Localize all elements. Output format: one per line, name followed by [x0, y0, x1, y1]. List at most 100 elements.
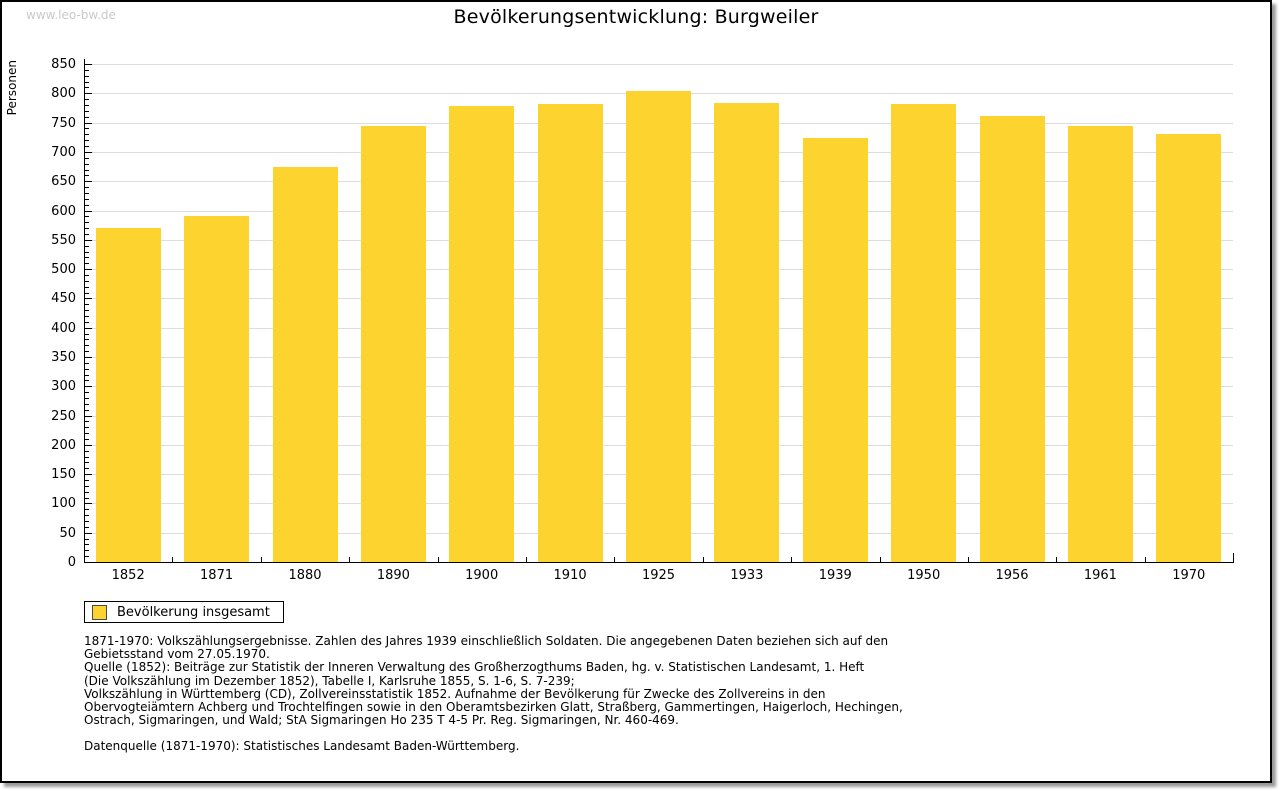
y-tick: [85, 356, 92, 358]
x-tick-label: 1890: [376, 568, 410, 583]
x-tick-label: 1910: [553, 568, 587, 583]
y-tick: [85, 468, 89, 470]
y-tick: [85, 444, 92, 446]
y-tick: [85, 321, 89, 323]
bar: [272, 166, 338, 562]
legend: Bevölkerung insgesamt: [84, 601, 284, 623]
y-tick: [85, 351, 89, 353]
footnote-line: (Die Volkszählung im Dezember 1852), Tab…: [84, 673, 575, 688]
y-tick: [85, 263, 89, 265]
y-tick: [85, 333, 89, 335]
footnotes: 1871-1970: Volkszählungsergebnisse. Zahl…: [84, 634, 903, 754]
y-tick: [85, 269, 92, 271]
y-tick: [85, 99, 89, 101]
datasource-line: Datenquelle (1871-1970): Statistisches L…: [84, 739, 520, 754]
y-tick: [85, 210, 92, 212]
y-tick: [85, 491, 89, 493]
x-tick-label: 1950: [907, 568, 941, 583]
y-tick: [85, 192, 89, 194]
bar: [979, 115, 1045, 562]
y-tick: [85, 134, 89, 136]
y-tick-label: 600: [51, 203, 76, 219]
y-tick: [85, 245, 89, 247]
x-tick-label: 1939: [818, 568, 852, 583]
bar-chart: Personen 0 50 100 150 200 250 300 350 400 450 500 5…: [2, 2, 1270, 781]
y-tick: [85, 339, 89, 341]
y-tick: [85, 280, 89, 282]
y-tick: [85, 298, 92, 300]
bar: [184, 216, 250, 562]
y-tick: [85, 292, 89, 294]
y-tick: [85, 286, 89, 288]
y-tick: [85, 415, 92, 417]
x-tick-label: 1933: [730, 568, 764, 583]
bar: [1156, 133, 1222, 562]
y-tick: [85, 509, 89, 511]
x-axis-line: [84, 562, 1234, 563]
y-axis-title: Personen: [5, 60, 19, 116]
y-tick-label: 400: [51, 320, 76, 336]
x-tick: [967, 557, 969, 562]
y-tick: [85, 386, 92, 388]
bar: [537, 103, 603, 562]
y-tick: [85, 257, 89, 259]
y-tick: [85, 315, 89, 317]
y-tick: [85, 251, 89, 253]
y-tick: [85, 409, 89, 411]
y-tick: [85, 187, 89, 188]
x-tick: [1233, 553, 1234, 562]
x-tick-label: 1880: [288, 568, 322, 583]
y-tick: [85, 433, 89, 435]
y-tick: [85, 421, 89, 423]
y-tick: [85, 480, 89, 481]
x-tick-label: 1925: [641, 568, 676, 583]
y-tick: [85, 233, 89, 235]
y-tick-label: 100: [51, 496, 76, 512]
y-tick: [85, 105, 89, 106]
gridline: [85, 64, 1233, 65]
y-tick-label: 800: [51, 86, 76, 102]
y-tick: [85, 398, 89, 399]
y-axis-line: [84, 59, 85, 563]
bar: [802, 138, 868, 562]
bar: [1067, 125, 1133, 562]
y-tick: [85, 163, 89, 165]
y-tick: [85, 403, 89, 405]
y-tick: [85, 521, 89, 522]
y-tick-label: 850: [51, 57, 76, 72]
y-tick: [85, 204, 89, 206]
y-tick: [85, 427, 89, 429]
y-tick-label: 750: [51, 115, 76, 131]
y-tick: [85, 497, 89, 499]
bar: [714, 103, 780, 562]
y-tick: [85, 87, 89, 89]
x-tick-label: 1956: [995, 568, 1029, 583]
x-tick: [791, 557, 793, 562]
y-tick: [85, 380, 89, 382]
y-tick: [85, 110, 89, 112]
y-tick: [85, 532, 92, 534]
y-tick: [85, 128, 89, 130]
y-tick: [85, 374, 89, 376]
y-tick: [85, 362, 89, 364]
y-tick-label: 350: [51, 349, 76, 365]
y-tick: [85, 151, 92, 153]
y-tick: [85, 503, 92, 505]
y-tick: [85, 392, 89, 394]
y-tick-label: 700: [51, 144, 76, 160]
footnote-line: Obervogteiämtern Achberg und Trochtelfin…: [84, 700, 903, 715]
y-tick: [85, 550, 89, 552]
y-tick: [85, 515, 89, 517]
bar: [891, 104, 957, 562]
y-tick: [85, 69, 89, 71]
y-tick: [85, 146, 89, 147]
x-tick-label: 1852: [111, 568, 145, 583]
y-tick: [85, 368, 89, 370]
x-tick: [614, 557, 616, 562]
y-tick: [85, 64, 92, 65]
x-tick: [1144, 557, 1146, 562]
bar: [360, 125, 426, 562]
footnote-line: Quelle (1852): Beiträge zur Statistik de…: [84, 660, 865, 675]
y-tick: [85, 439, 89, 440]
bar: [626, 91, 691, 562]
